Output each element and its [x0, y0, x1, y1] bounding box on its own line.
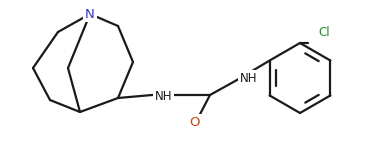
Text: O: O	[190, 116, 200, 128]
Text: N: N	[85, 8, 95, 21]
Text: NH: NH	[155, 90, 173, 103]
Text: NH: NH	[240, 71, 257, 84]
Text: Cl: Cl	[318, 27, 330, 40]
